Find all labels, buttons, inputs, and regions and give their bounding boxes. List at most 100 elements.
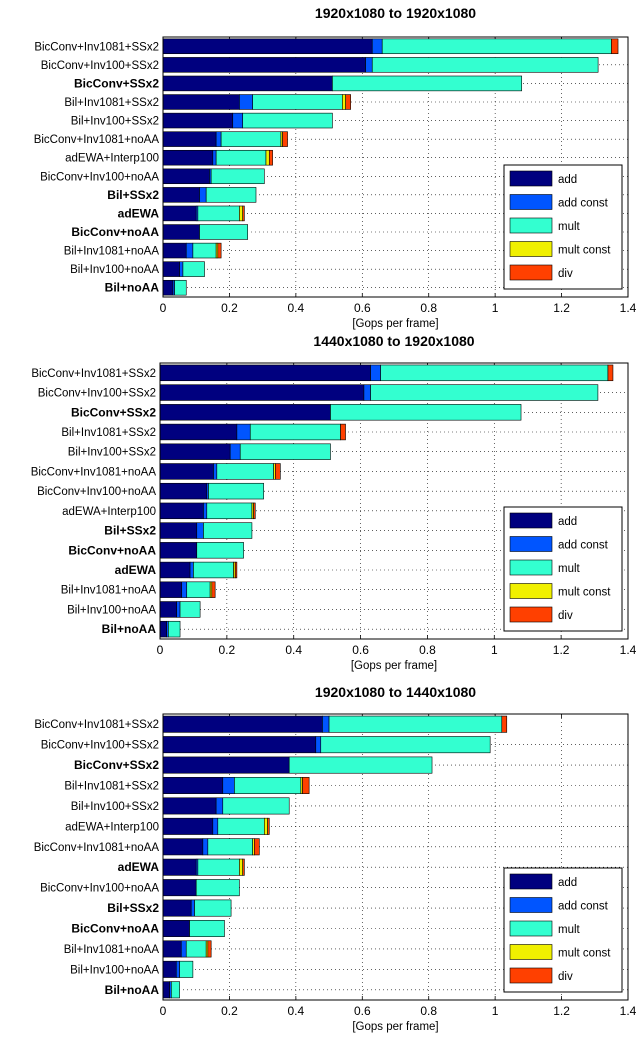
x-axis-label: [Gops per frame] — [351, 660, 437, 672]
legend-swatch-div — [509, 264, 553, 281]
y-tick-label-bicconv-inv100-noaa: BicConv+Inv100+noAA — [40, 883, 159, 895]
bar-mult-bil-inv1081-noaa — [186, 581, 211, 598]
bar-mult-adewa-interp100 — [206, 502, 253, 520]
bar-add-bil-ssx2 — [162, 187, 200, 203]
bar-add-const-adewa — [189, 561, 194, 579]
y-tick-label-bil-noaa: Bil+noAA — [102, 622, 157, 636]
bar-mult-bil-inv100-noaa — [179, 960, 194, 978]
x-tick-label: 1.4 — [620, 643, 637, 657]
bar-mult-bil-inv1081-ssx2 — [252, 94, 343, 110]
y-tick-label-bicconv-noaa: BicConv+noAA — [71, 922, 159, 936]
bar-add-const-bil-inv100-ssx2 — [232, 112, 244, 129]
bar-mult-bicconv-inv100-ssx2 — [370, 384, 599, 401]
legend-label-mult: mult — [558, 924, 581, 936]
x-tick-label: 0.4 — [288, 1004, 305, 1018]
chart-title: 1920x1080 to 1920x1080 — [315, 5, 476, 21]
x-tick-label: 0.6 — [354, 301, 371, 315]
bar-add-const-bicconv-inv1081-ssx2 — [322, 715, 330, 733]
legend: add add const mult mult const div — [503, 164, 623, 290]
y-tick-label-bil-inv1081-ssx2: Bil+Inv1081+SSx2 — [61, 427, 156, 439]
y-tick-label-adewa-interp100: adEWA+Interp100 — [65, 821, 159, 833]
bar-mult-bicconv-inv100-noaa — [195, 879, 240, 897]
bar-mult-bil-ssx2 — [205, 187, 257, 203]
bar-add-bil-inv100-noaa — [162, 960, 177, 978]
bar-add-adewa — [159, 561, 191, 579]
bar-mult-bicconv-inv1081-noaa — [207, 838, 253, 856]
x-tick-label: 0.8 — [420, 301, 437, 315]
bar-mult-bicconv-noaa — [196, 542, 244, 559]
bar-mult-bicconv-noaa — [189, 920, 225, 937]
x-tick-label: 0.6 — [354, 1004, 371, 1018]
y-tick-label-bicconv-ssx2: BicConv+SSx2 — [74, 758, 159, 772]
bar-mult-bil-inv100-ssx2 — [222, 797, 290, 815]
y-tick-label-bicconv-inv1081-ssx2: BicConv+Inv1081+SSx2 — [34, 41, 159, 53]
bar-add-bil-inv100-ssx2 — [159, 443, 231, 460]
bar-mult-bil-inv1081-ssx2 — [234, 777, 302, 794]
x-tick-label: 0.8 — [419, 643, 436, 657]
legend-label-add: add — [558, 174, 577, 186]
bar-mult-bicconv-noaa — [199, 224, 248, 240]
bar-add-const-bil-inv1081-ssx2 — [222, 777, 235, 794]
bar-mult-bicconv-ssx2 — [288, 756, 433, 774]
legend-label-mult: mult — [558, 221, 581, 233]
y-tick-label-bicconv-inv1081-noaa: BicConv+Inv1081+noAA — [31, 466, 157, 478]
bar-add-const-bicconv-inv1081-ssx2 — [370, 364, 381, 382]
bar-mult-bil-inv100-ssx2 — [242, 112, 333, 129]
bar-div-adewa — [234, 561, 238, 579]
y-tick-label-bicconv-inv100-noaa: BicConv+Inv100+noAA — [37, 486, 156, 498]
bar-add-adewa-interp100 — [162, 149, 214, 166]
bar-div-bil-inv1081-noaa — [207, 940, 212, 958]
bar-mult-bil-inv100-noaa — [182, 261, 205, 277]
bar-add-adewa-interp100 — [159, 502, 204, 520]
bar-div-bicconv-inv1081-noaa — [275, 463, 281, 480]
x-tick-label: 1.2 — [553, 1004, 570, 1018]
legend-swatch-mult-const — [509, 583, 553, 599]
bar-add-bil-inv1081-noaa — [162, 242, 187, 259]
bar-mult-bil-ssx2 — [194, 899, 232, 917]
bar-add-const-bil-ssx2 — [199, 187, 207, 203]
bar-add-bicconv-inv100-noaa — [162, 168, 210, 185]
bar-add-bicconv-inv100-ssx2 — [162, 736, 317, 754]
bar-add-bicconv-noaa — [162, 224, 200, 240]
y-tick-label-bil-ssx2: Bil+SSx2 — [104, 524, 156, 538]
y-tick-label-bil-ssx2: Bil+SSx2 — [107, 901, 159, 915]
legend-swatch-add-const — [509, 536, 553, 552]
x-tick-label: 1.2 — [553, 301, 570, 315]
bar-mult-adewa — [197, 858, 240, 876]
bar-mult-bil-noaa — [171, 981, 180, 999]
x-tick-label: 0.2 — [221, 1004, 238, 1018]
legend-swatch-div — [509, 606, 553, 623]
y-tick-label-bil-inv1081-noaa: Bil+Inv1081+noAA — [64, 246, 160, 258]
bar-add-bil-inv100-ssx2 — [162, 797, 217, 815]
bar-div-bil-inv1081-ssx2 — [302, 777, 310, 794]
x-tick-label: 0.4 — [288, 301, 305, 315]
bar-mult-bicconv-ssx2 — [332, 75, 523, 92]
legend-label-add-const: add const — [558, 540, 609, 552]
bar-div-bil-inv1081-noaa — [211, 581, 216, 598]
bar-add-bicconv-inv1081-ssx2 — [162, 38, 373, 55]
bar-add-const-bicconv-inv1081-ssx2 — [371, 38, 383, 55]
bar-add-adewa — [162, 858, 197, 876]
bar-mult-adewa-interp100 — [217, 817, 265, 835]
bar-add-const-bil-inv1081-noaa — [185, 242, 194, 259]
y-tick-label-bil-inv100-ssx2: Bil+Inv100+SSx2 — [71, 801, 159, 813]
bar-add-bicconv-noaa — [159, 542, 198, 559]
bar-add-bicconv-inv100-ssx2 — [159, 384, 365, 401]
bar-add-bicconv-inv1081-noaa — [159, 463, 214, 480]
bar-add-const-bil-ssx2 — [196, 522, 204, 539]
bar-mult-adewa-interp100 — [215, 149, 267, 166]
legend-label-add: add — [558, 877, 577, 889]
bar-add-bil-inv1081-noaa — [162, 940, 182, 958]
chart-panel-2: 1440x1080 to 1920x1080 0 0.2 0.4 0.6 0.8 1 1.2 1… — [31, 333, 637, 672]
y-tick-label-bicconv-inv1081-ssx2: BicConv+Inv1081+SSx2 — [34, 719, 159, 731]
x-tick-label: 1.4 — [620, 1004, 637, 1018]
bar-add-bicconv-inv1081-noaa — [162, 838, 204, 856]
bar-add-const-bil-inv100-ssx2 — [215, 797, 224, 815]
bar-div-bil-inv1081-ssx2 — [345, 94, 351, 110]
y-tick-label-bil-inv100-ssx2: Bil+Inv100+SSx2 — [71, 116, 159, 128]
bar-mult-bil-inv1081-noaa — [185, 940, 207, 958]
legend-label-add: add — [558, 516, 577, 528]
x-tick-label: 0.4 — [285, 643, 302, 657]
bar-add-bicconv-inv100-ssx2 — [162, 57, 366, 73]
bar-add-const-adewa-interp100 — [203, 502, 208, 520]
